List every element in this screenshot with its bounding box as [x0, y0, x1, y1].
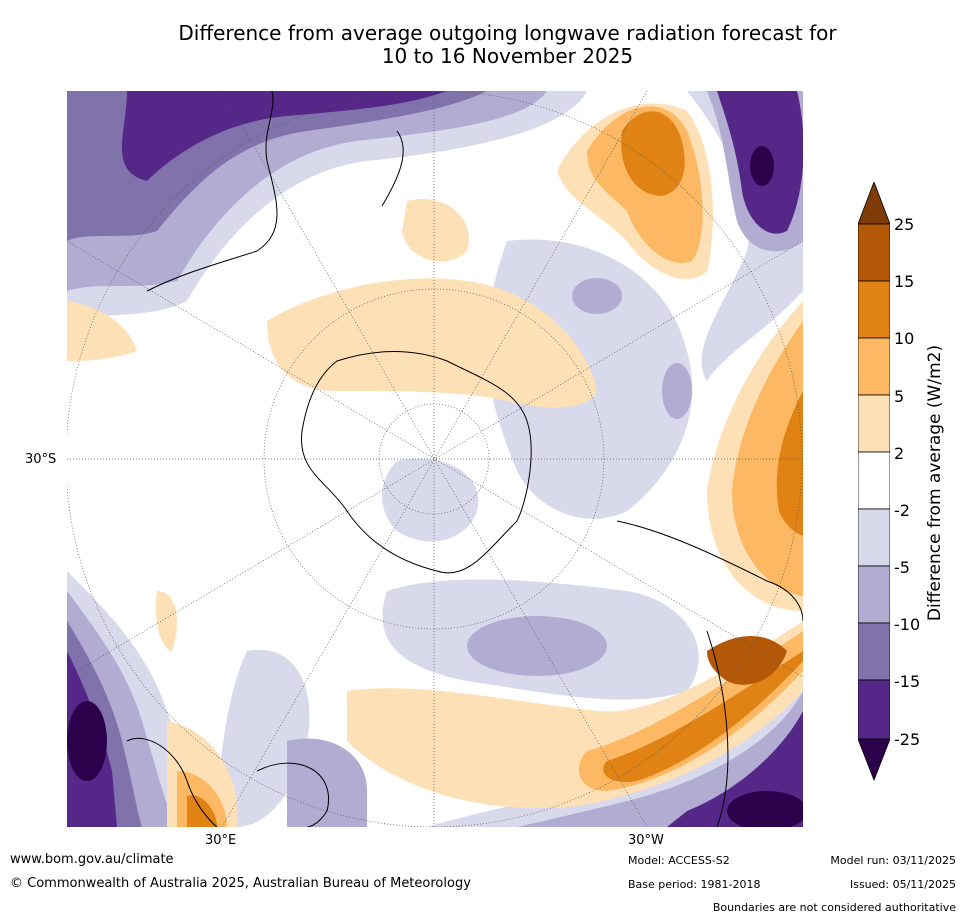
- colorbar-tick-label: 10: [894, 329, 915, 348]
- colorbar-swatch: [858, 565, 890, 624]
- model-run-text: Model run: 03/11/2025: [830, 854, 956, 867]
- colorbar-tick-label: -5: [894, 558, 910, 577]
- map-title: Difference from average outgoing longwav…: [0, 22, 965, 68]
- colorbar-top-extension: [858, 182, 890, 225]
- colorbar-swatch: [858, 622, 890, 681]
- colorbar-tick-label: 5: [894, 387, 905, 406]
- colorbar-swatch: [858, 508, 890, 567]
- colorbar: [858, 182, 890, 782]
- lat-label-30s: 30°S: [25, 452, 57, 467]
- colorbar-title: Difference from average (W/m2): [925, 344, 945, 622]
- new-zealand-coastline: [381, 130, 404, 207]
- colorbar-tick-label: 2: [894, 444, 905, 463]
- title-line-1: Difference from average outgoing longwav…: [178, 21, 837, 45]
- lon-label-30e: 30°E: [205, 833, 237, 848]
- anomaly-map: [67, 91, 803, 827]
- disclaimer-text: Boundaries are not considered authoritat…: [712, 901, 956, 914]
- colorbar-tick-label: -2: [894, 501, 910, 520]
- colorbar-swatch: [858, 451, 890, 510]
- base-period-text: Base period: 1981-2018: [628, 878, 761, 891]
- colorbar-tick-label: 25: [894, 215, 915, 234]
- lon-label-30w: 30°W: [628, 833, 664, 848]
- coastlines: [126, 91, 803, 827]
- colorbar-swatch: [858, 337, 890, 396]
- colorbar-swatch: [858, 223, 890, 282]
- colorbar-tick-label: -25: [894, 730, 921, 749]
- colorbar-tick-label: -15: [894, 672, 921, 691]
- africa-coastline: [126, 737, 218, 827]
- australia-coastline: [146, 91, 278, 292]
- colorbar-bottom-extension: [858, 738, 890, 782]
- positive-anomaly-regions: [67, 103, 803, 827]
- colorbar-swatch: [858, 679, 890, 740]
- colorbar-tick-label: -10: [894, 615, 921, 634]
- issued-text: Issued: 05/11/2025: [849, 878, 956, 891]
- south-america-coastline: [616, 520, 803, 622]
- website-link[interactable]: www.bom.gov.au/climate: [10, 852, 174, 867]
- colorbar-swatch: [858, 394, 890, 453]
- copyright-text: © Commonwealth of Australia 2025, Austra…: [10, 876, 471, 891]
- south-america-coastline-2: [706, 630, 729, 827]
- antarctica-coastline: [300, 351, 532, 574]
- colorbar-tick-label: 15: [894, 272, 915, 291]
- graticule: [67, 91, 803, 827]
- title-line-2: 10 to 16 November 2025: [381, 44, 634, 68]
- madagascar-coastline: [256, 762, 329, 827]
- model-text: Model: ACCESS-S2: [628, 854, 730, 867]
- colorbar-swatch: [858, 280, 890, 339]
